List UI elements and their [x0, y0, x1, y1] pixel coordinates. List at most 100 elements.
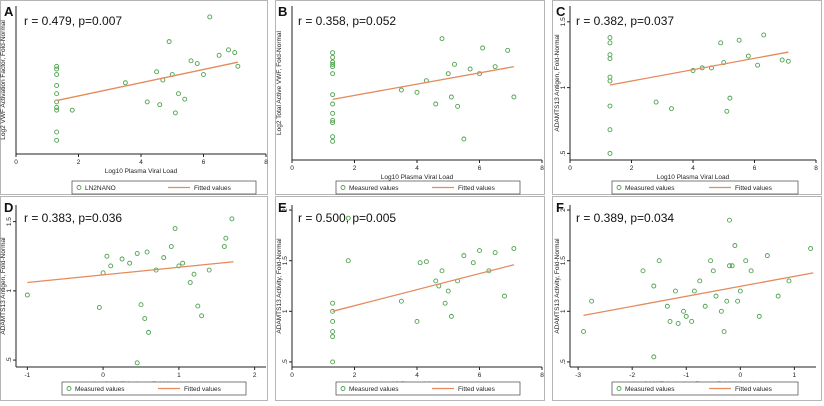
y-axis-label: ADAMTS13 Activity, Fold-Normal — [554, 238, 561, 334]
data-point — [54, 107, 60, 113]
legend-box — [611, 180, 799, 195]
legend-label: Fitted values — [735, 386, 773, 393]
legend-label: Measured values — [625, 386, 675, 393]
legend-marker — [340, 185, 346, 190]
legend-label: Measured values — [625, 185, 675, 192]
data-point — [786, 278, 792, 284]
data-point — [330, 329, 336, 335]
y-tick-label: .5 — [560, 359, 567, 365]
data-point — [330, 54, 336, 60]
legend-box — [71, 180, 257, 195]
data-point — [743, 258, 749, 264]
x-tick-label: 6 — [478, 165, 482, 172]
stats-annotation: r = 0.383, p=0.036 — [24, 211, 122, 225]
y-tick-label: 1.5 — [6, 217, 13, 226]
legend-box — [61, 381, 247, 396]
data-point — [724, 298, 730, 304]
data-point — [330, 61, 336, 67]
data-point — [448, 94, 454, 100]
data-point — [439, 36, 445, 42]
data-point — [461, 136, 467, 142]
data-point — [207, 14, 213, 20]
legend-label: Measured values — [75, 386, 125, 393]
data-point — [664, 303, 670, 309]
data-point — [511, 94, 517, 100]
data-point — [229, 216, 235, 222]
data-point — [702, 303, 708, 309]
data-point — [226, 47, 231, 53]
data-point — [727, 217, 732, 223]
x-tick-label: -2 — [629, 372, 635, 379]
y-axis-label: ADAMTS13 Activity, Fold-Normal — [276, 238, 283, 334]
data-point — [669, 106, 674, 112]
data-point — [168, 244, 174, 249]
x-tick-label: 6 — [202, 159, 206, 166]
data-point — [683, 313, 689, 319]
data-point — [417, 260, 423, 266]
data-point — [589, 298, 595, 304]
data-point — [480, 45, 486, 51]
data-point — [708, 258, 714, 264]
stats-annotation: r = 0.500, p=0.005 — [298, 211, 396, 225]
legend-label: LN2NANO — [85, 185, 116, 192]
data-point — [146, 329, 152, 335]
data-point — [505, 47, 511, 53]
data-point — [176, 263, 182, 269]
x-tick-label: 4 — [415, 372, 419, 379]
data-point — [330, 300, 336, 306]
data-point — [785, 58, 791, 64]
x-tick-label: 4 — [691, 165, 695, 172]
legend-label: Fitted values — [735, 185, 773, 192]
data-point — [721, 329, 727, 335]
data-point — [492, 250, 498, 256]
data-point — [761, 32, 767, 38]
data-point — [345, 215, 351, 221]
data-point — [727, 95, 733, 101]
panel-A: 0 2 4 6 8 Log10 Plasma Viral Load Log2 VWF Act… — [0, 0, 268, 195]
data-point — [330, 50, 336, 56]
x-axis-label: Log10 Plasma Viral Load — [381, 174, 454, 181]
y-tick-label: 1.5 — [282, 256, 289, 265]
stats-annotation: r = 0.382, p=0.037 — [576, 14, 674, 28]
data-point — [736, 37, 742, 43]
legend-label: Measured values — [349, 386, 399, 393]
data-point — [651, 283, 657, 289]
data-point — [775, 293, 781, 299]
data-point — [737, 288, 743, 294]
data-point — [461, 253, 467, 259]
data-point — [398, 298, 404, 304]
data-point — [330, 138, 336, 144]
data-point — [54, 83, 60, 88]
legend-label: Fitted values — [458, 185, 496, 192]
data-point — [330, 120, 336, 126]
data-point — [138, 302, 144, 308]
x-tick-label: 0 — [101, 372, 105, 379]
data-point — [764, 253, 770, 259]
data-point — [206, 267, 212, 273]
y-tick-label: .5 — [282, 359, 289, 365]
data-point — [745, 53, 751, 59]
data-point — [470, 260, 476, 266]
x-tick-label: 0 — [568, 165, 572, 172]
fitted-line — [332, 66, 514, 100]
data-point — [134, 360, 140, 366]
y-tick-label: 1.5 — [560, 17, 567, 26]
data-point — [345, 258, 351, 264]
x-tick-label: 8 — [540, 372, 544, 379]
stats-annotation: r = 0.479, p=0.007 — [24, 14, 122, 28]
data-point — [176, 91, 181, 97]
data-point — [442, 300, 448, 306]
data-point — [235, 63, 241, 69]
data-point — [808, 246, 814, 251]
data-point — [732, 243, 738, 248]
panel-letter: C — [556, 4, 566, 19]
y-tick-label: 1 — [560, 85, 567, 89]
data-point — [330, 92, 336, 98]
x-tick-label: -1 — [24, 372, 30, 379]
data-point — [96, 305, 102, 310]
legend-marker — [66, 386, 72, 391]
data-point — [188, 58, 194, 64]
